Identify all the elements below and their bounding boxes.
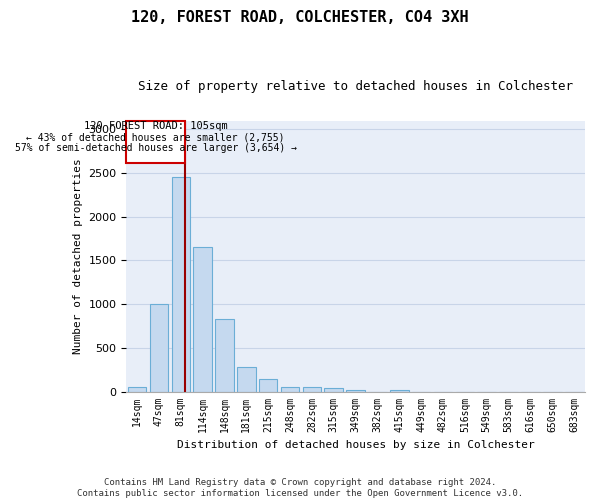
Bar bbox=[126, 121, 185, 162]
Bar bbox=[302, 387, 321, 392]
Bar bbox=[281, 387, 299, 392]
Bar bbox=[237, 367, 256, 392]
Bar bbox=[215, 319, 234, 392]
Bar bbox=[128, 386, 146, 392]
Y-axis label: Number of detached properties: Number of detached properties bbox=[73, 158, 83, 354]
Text: Contains HM Land Registry data © Crown copyright and database right 2024.
Contai: Contains HM Land Registry data © Crown c… bbox=[77, 478, 523, 498]
Bar bbox=[193, 248, 212, 392]
Bar bbox=[149, 304, 168, 392]
Text: 57% of semi-detached houses are larger (3,654) →: 57% of semi-detached houses are larger (… bbox=[14, 144, 296, 154]
Text: 120 FOREST ROAD: 105sqm: 120 FOREST ROAD: 105sqm bbox=[84, 120, 227, 130]
Title: Size of property relative to detached houses in Colchester: Size of property relative to detached ho… bbox=[138, 80, 573, 93]
Bar bbox=[259, 380, 277, 392]
Text: 120, FOREST ROAD, COLCHESTER, CO4 3XH: 120, FOREST ROAD, COLCHESTER, CO4 3XH bbox=[131, 10, 469, 25]
Bar bbox=[390, 390, 409, 392]
Text: ← 43% of detached houses are smaller (2,755): ← 43% of detached houses are smaller (2,… bbox=[26, 132, 285, 142]
X-axis label: Distribution of detached houses by size in Colchester: Distribution of detached houses by size … bbox=[177, 440, 535, 450]
Bar bbox=[325, 388, 343, 392]
Bar bbox=[346, 390, 365, 392]
Bar bbox=[172, 178, 190, 392]
